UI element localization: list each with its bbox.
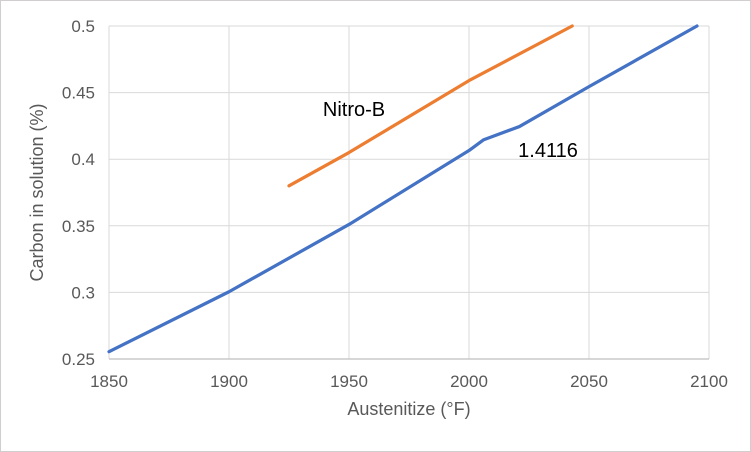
y-tick-label: 0.45 [62,84,95,103]
x-tick-label: 1900 [210,372,248,391]
x-tick-label: 2100 [690,372,728,391]
series-label-1-4116: 1.4116 [518,140,578,162]
series-line-nitro-b [287,24,574,188]
y-tick-label: 0.5 [71,17,95,36]
y-tick-label: 0.4 [71,150,95,169]
series-label-nitro-b: Nitro-B [323,99,385,121]
y-tick-label: 0.3 [71,283,95,302]
y-tick-label: 0.25 [62,350,95,369]
y-tick-label: 0.35 [62,217,95,236]
series-lines [107,24,699,354]
y-axis-title: Carbon in solution (%) [27,103,47,281]
series-line-1-4116 [107,24,699,354]
gridlines [108,25,710,360]
x-tick-label: 1850 [90,372,128,391]
x-tick-label: 2000 [450,372,488,391]
x-tick-label: 1950 [330,372,368,391]
x-axis-title: Austenitize (°F) [347,399,470,419]
axis-tick-labels: 1850 1900 1950 2000 2050 2100 0.25 0.3 0.35 0.4 0.… [62,17,728,391]
x-tick-label: 2050 [570,372,608,391]
